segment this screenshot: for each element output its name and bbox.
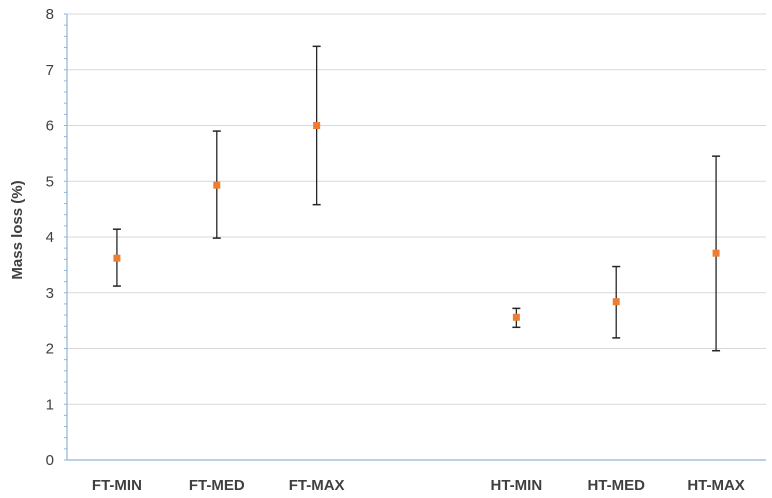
y-tick-label: 7 (46, 62, 54, 79)
data-point (612, 298, 620, 306)
data-point (712, 249, 720, 257)
data-point-group (712, 155, 721, 352)
x-tick-label: FT-MED (189, 477, 245, 494)
y-tick-label: 4 (46, 229, 54, 246)
gridlines (67, 13, 766, 405)
data-point-group (312, 45, 321, 206)
data-point-group (512, 307, 521, 329)
y-tick-label: 1 (46, 396, 54, 413)
x-tick-label: HT-MAX (687, 477, 745, 494)
data-marks (112, 45, 721, 352)
data-point (313, 122, 321, 129)
y-tick-label: 8 (46, 6, 54, 23)
x-tick-label: HT-MIN (491, 477, 543, 494)
y-tick-label: 2 (46, 341, 54, 358)
axes (64, 13, 766, 461)
data-point (213, 181, 221, 189)
data-point (113, 254, 121, 262)
y-tick-label: 6 (46, 118, 54, 135)
x-tick-labels: FT-MIN FT-MED FT-MAX HT-MIN HT-MED HT-MAX (92, 477, 745, 494)
y-tick-labels: 0 1 2 3 4 5 6 7 8 (46, 6, 54, 469)
x-tick-label: HT-MED (587, 477, 645, 494)
data-point-group (612, 265, 621, 339)
data-point-group (212, 130, 221, 239)
y-axis-label: Mass loss (%) (9, 180, 26, 279)
x-tick-label: FT-MAX (289, 477, 345, 494)
y-tick-label: 3 (46, 285, 54, 302)
y-tick-label: 0 (46, 452, 54, 469)
data-point-group (112, 228, 121, 287)
data-point (512, 313, 520, 321)
x-tick-label: FT-MIN (92, 477, 142, 494)
y-tick-label: 5 (46, 173, 54, 190)
